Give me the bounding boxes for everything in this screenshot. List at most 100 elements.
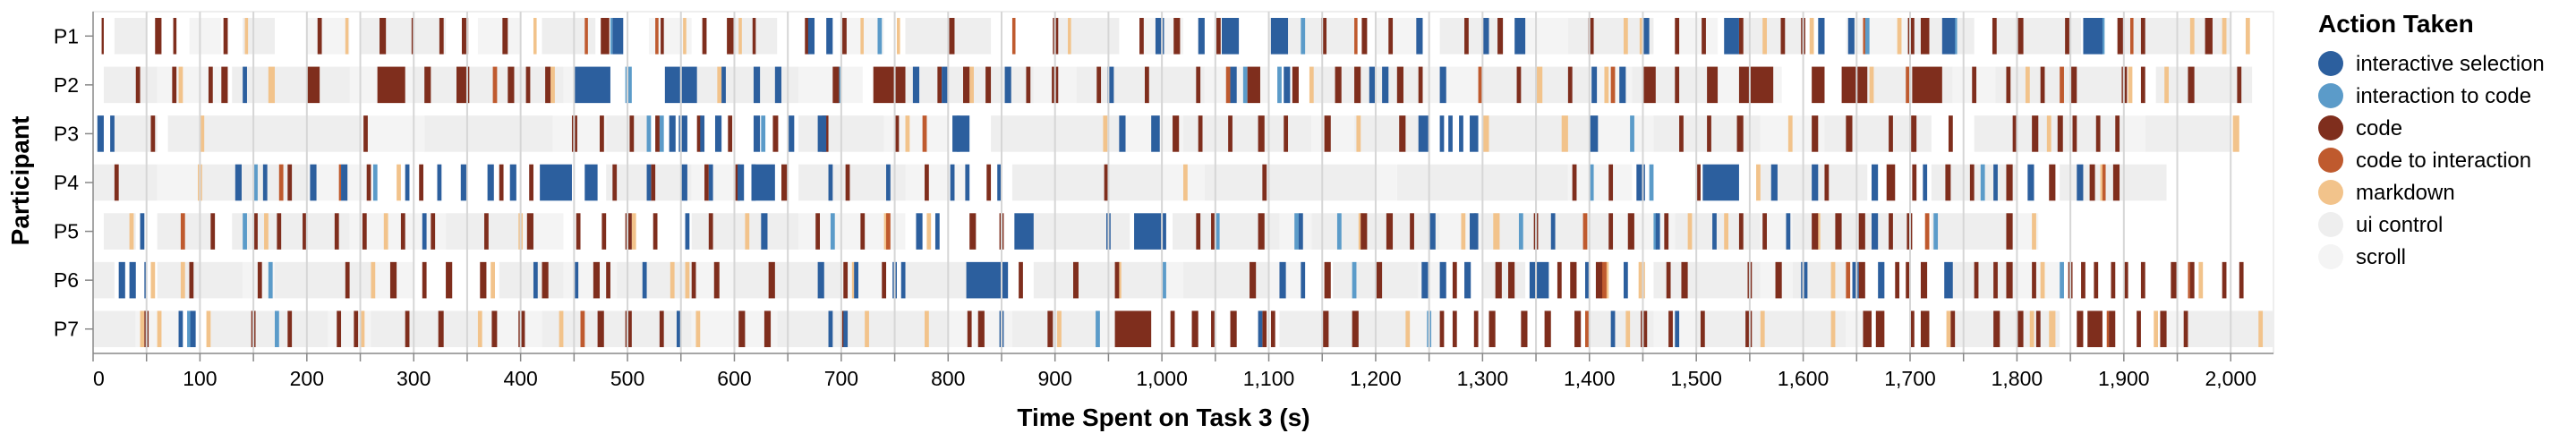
event-bar-interactive-selection [1107, 66, 1114, 104]
event-bar-code [2189, 261, 2195, 299]
event-bar-code [1666, 261, 1671, 299]
x-tick-label: 800 [931, 367, 965, 390]
legend-item-code: code [2318, 115, 2402, 140]
event-bar-markdown [490, 261, 495, 299]
event-bar-ui-control [2123, 164, 2167, 201]
event-bar-code [2160, 310, 2167, 347]
event-bar-code [2049, 164, 2056, 201]
event-bar-code [1191, 310, 1198, 347]
event-bar-scroll [189, 18, 222, 55]
event-bar-interactive-selection [1770, 164, 1778, 201]
legend-item-interaction-to-code: interaction to code [2318, 83, 2531, 108]
event-bar-interactive-selection [886, 164, 891, 201]
event-bar-interaction-to-code [1215, 213, 1220, 250]
event-bar-interactive-selection [1847, 18, 1855, 55]
x-tick-label: 400 [503, 367, 537, 390]
event-bar-code [1889, 213, 1893, 250]
x-tick-label: 1,500 [1670, 367, 1722, 390]
event-bar-code [1516, 66, 1522, 104]
event-bar-scroll [1418, 66, 1483, 104]
event-bar-interactive-selection [1439, 261, 1446, 299]
event-bar-interactive-selection [1014, 213, 1034, 250]
event-bar-interaction-to-code [877, 18, 883, 55]
event-bar-code [842, 18, 847, 55]
plot-area [92, 11, 2274, 354]
event-bar-code [1675, 66, 1680, 104]
event-bar-ui-control [1076, 66, 1205, 104]
legend-swatch [2318, 115, 2343, 140]
event-bar-interactive-selection [1464, 261, 1471, 299]
event-bar-ui-control [1995, 66, 2124, 104]
event-bar-code [1170, 310, 1175, 347]
event-bar-code [545, 66, 551, 104]
event-bar-code [1920, 18, 1930, 55]
event-bar-interactive-selection [721, 66, 726, 104]
event-bar-interactive-selection [1514, 18, 1526, 55]
event-bar-markdown [1869, 66, 1874, 104]
event-bar-code [2237, 66, 2242, 104]
event-bar-interaction-to-code [1518, 213, 1523, 250]
event-bar-markdown [1724, 213, 1728, 250]
event-bar-interactive-selection [1818, 18, 1825, 55]
event-bar-code [1352, 310, 1359, 347]
event-bar-code [1707, 66, 1719, 104]
event-bar-code [1396, 66, 1403, 104]
event-bar-code [1948, 115, 1953, 152]
event-bar-markdown [533, 18, 537, 55]
event-bar-markdown [2198, 261, 2204, 299]
event-bar-code [1835, 213, 1842, 250]
event-bar-interactive-selection [1529, 261, 1549, 299]
event-bar-markdown [1946, 310, 1951, 347]
event-bar-interactive-selection [1642, 18, 1650, 55]
event-bar-interactive-selection [761, 213, 768, 250]
event-bar-interactive-selection [1619, 66, 1626, 104]
event-bar-code [1198, 115, 1203, 152]
event-bar-code [210, 213, 216, 250]
event-bar-code [1950, 310, 1956, 347]
event-bar-code [1019, 261, 1023, 299]
event-bar-code [2006, 66, 2011, 104]
event-bar-markdown [244, 18, 249, 55]
event-bar-code-to-interaction [2106, 310, 2110, 347]
event-bar-code-to-interaction [655, 18, 659, 55]
event-bar-code [986, 164, 992, 201]
event-bar-code [2188, 66, 2195, 104]
event-bar-interaction-to-code [372, 164, 378, 201]
event-bar-interactive-selection [1801, 261, 1808, 299]
event-bar-code [1886, 164, 1896, 201]
event-bar-scroll [1375, 18, 1419, 55]
event-bar-markdown [896, 18, 900, 55]
event-bar-code [1386, 213, 1394, 250]
event-bar-scroll [1589, 115, 1654, 152]
event-bar-code [189, 261, 194, 299]
event-bar-markdown [2232, 115, 2239, 152]
event-bar-interactive-selection [140, 213, 145, 250]
event-bar-ui-control [1054, 18, 1120, 55]
event-bar-markdown [140, 310, 145, 347]
event-bar-scroll [691, 261, 735, 299]
event-bar-code [2094, 261, 2099, 299]
event-bar-code [1858, 213, 1865, 250]
event-bar-markdown [2032, 213, 2036, 250]
participant-row-p5 [103, 213, 2039, 250]
event-bar-interactive-selection [1421, 261, 1429, 299]
event-bar-markdown [2025, 66, 2030, 104]
event-bar-code [2040, 66, 2045, 104]
event-bar-code [1780, 18, 1786, 55]
event-bar-code [405, 310, 410, 347]
event-bar-code [1361, 18, 1368, 55]
event-bar-ui-control [1653, 115, 1761, 152]
event-bar-code [1230, 310, 1237, 347]
event-bar-code [1410, 213, 1414, 250]
event-bar-code [2239, 261, 2244, 299]
event-bar-ui-control [1952, 310, 2060, 347]
event-bar-code [1247, 66, 1260, 104]
event-bar-code [985, 66, 992, 104]
event-bar-ui-control [1183, 115, 1312, 152]
event-bar-code [389, 261, 397, 299]
event-bar-ui-control [691, 66, 799, 104]
event-bar-code [1846, 115, 1853, 152]
event-bar-interactive-selection [1439, 115, 1445, 152]
y-tick-label-p2: P2 [54, 73, 79, 97]
event-bar-code-to-interaction [1906, 66, 1910, 104]
